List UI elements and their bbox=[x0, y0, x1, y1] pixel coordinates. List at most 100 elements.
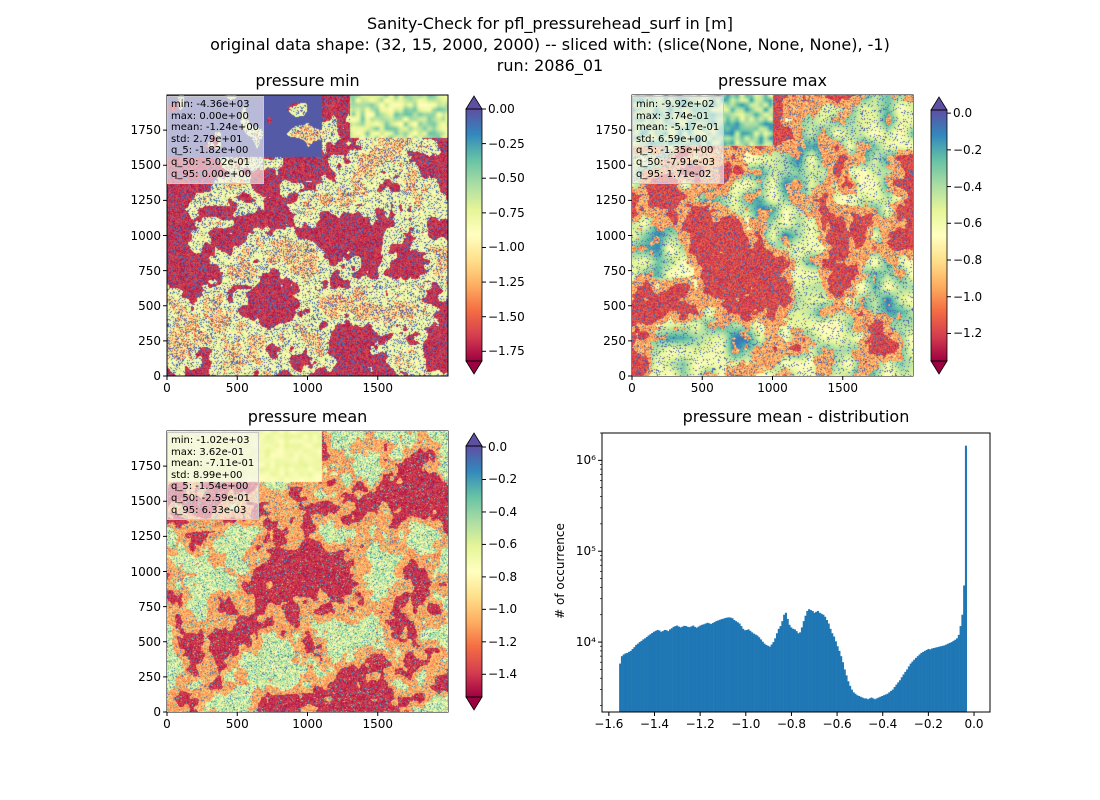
histogram-bar bbox=[820, 613, 823, 712]
histogram-bar bbox=[734, 621, 738, 712]
histogram-bar bbox=[865, 698, 868, 712]
colorbar-tick-label: −0.8 bbox=[953, 253, 983, 268]
histogram-bar bbox=[715, 621, 718, 712]
x-tick-label: 0 bbox=[628, 381, 636, 395]
histogram-bar bbox=[670, 628, 673, 712]
histogram-bar bbox=[781, 621, 784, 712]
histogram-bar bbox=[849, 685, 852, 712]
histogram-bar bbox=[701, 624, 704, 712]
stat-mean: mean: -7.11e-01 bbox=[171, 458, 255, 470]
histogram-bar bbox=[827, 623, 830, 712]
colorbar-tick-label: −1.75 bbox=[488, 344, 525, 359]
y-tick-label: 1500 bbox=[595, 158, 626, 173]
histogram-bar bbox=[952, 640, 955, 712]
histogram-bar bbox=[923, 650, 927, 712]
histogram-bar bbox=[804, 615, 807, 712]
colorbar-tick-label: −0.50 bbox=[488, 171, 525, 186]
x-tick-label: 1000 bbox=[292, 381, 323, 395]
y-tick-label: 1500 bbox=[130, 158, 161, 173]
histogram-bar bbox=[651, 632, 654, 712]
histogram-bar bbox=[761, 641, 764, 712]
histogram-bar bbox=[706, 622, 709, 712]
colorbar-tick-label: 0.0 bbox=[488, 440, 508, 455]
histogram-bar bbox=[854, 693, 857, 712]
colorbar-extend-bottom bbox=[465, 360, 483, 375]
colorbar-extend-top bbox=[465, 432, 483, 447]
histogram-bar bbox=[932, 648, 935, 712]
stat-q95: q_95: 1.71e-02 bbox=[636, 168, 712, 180]
histogram-bar bbox=[879, 696, 882, 712]
histogram-bar bbox=[850, 689, 853, 712]
histogram-bar bbox=[824, 616, 827, 712]
colorbar-tick-label: 0.0 bbox=[953, 106, 973, 121]
histogram-bar bbox=[763, 643, 766, 712]
histogram-bar bbox=[752, 633, 755, 712]
histogram-bar bbox=[808, 609, 811, 712]
histogram-bar bbox=[927, 648, 930, 712]
histogram-bar bbox=[683, 625, 686, 712]
histogram-bar bbox=[661, 631, 664, 712]
histogram-bar bbox=[717, 620, 720, 712]
stat-q95: q_95: 0.00e+00 bbox=[171, 168, 252, 180]
histogram-bar bbox=[770, 644, 773, 712]
histogram-bar bbox=[797, 633, 800, 712]
histogram-bar bbox=[809, 610, 812, 712]
histogram-bar bbox=[939, 646, 943, 712]
histogram-bar bbox=[697, 626, 700, 712]
stat-q5: q_5: -1.82e+00 bbox=[171, 145, 249, 157]
histogram-bar bbox=[628, 651, 631, 712]
panel-hist-title: pressure mean - distribution bbox=[682, 407, 910, 426]
histogram-bar bbox=[784, 612, 787, 712]
y-tick-label: 1500 bbox=[130, 494, 161, 509]
histogram-bar bbox=[947, 643, 950, 712]
histogram-bar bbox=[660, 631, 663, 712]
histogram-bar bbox=[656, 629, 659, 712]
colorbar-tick-label: −1.2 bbox=[953, 326, 983, 341]
histogram-bar bbox=[779, 626, 782, 712]
histogram-bar bbox=[922, 651, 925, 712]
histogram-bar bbox=[793, 629, 796, 712]
histogram-bar bbox=[907, 666, 910, 712]
histogram-bar bbox=[710, 624, 713, 712]
histogram-bar bbox=[897, 682, 900, 712]
stat-q50: q_50: -2.59e-01 bbox=[171, 492, 250, 504]
histogram-bar bbox=[726, 617, 729, 712]
histogram-bar bbox=[925, 649, 928, 712]
histogram-bar bbox=[724, 618, 727, 712]
histogram-bar bbox=[893, 687, 896, 712]
histogram-bar bbox=[792, 628, 795, 712]
stat-max: max: 3.74e-01 bbox=[636, 110, 710, 122]
histogram-bar bbox=[729, 617, 732, 712]
histogram-bar bbox=[877, 697, 880, 712]
histogram-bar bbox=[963, 585, 966, 712]
histogram-bar bbox=[875, 698, 878, 712]
x-tick-label: 500 bbox=[225, 381, 249, 395]
histogram-bar bbox=[738, 623, 741, 712]
histogram-bar bbox=[852, 692, 855, 712]
colorbar-extend-bottom bbox=[930, 360, 948, 375]
figure-title-line-2: original data shape: (32, 15, 2000, 2000… bbox=[210, 35, 890, 54]
histogram-bar bbox=[624, 653, 627, 712]
histogram-bar bbox=[636, 643, 640, 712]
histogram-bar bbox=[886, 693, 889, 712]
colorbar-extend-top bbox=[465, 95, 483, 110]
x-tick-label: 500 bbox=[225, 717, 249, 731]
histogram-bar bbox=[957, 634, 960, 712]
histogram-bar bbox=[898, 680, 902, 712]
histogram-bar bbox=[758, 637, 761, 712]
histogram-bar bbox=[672, 626, 675, 712]
histogram-bar bbox=[931, 648, 934, 712]
colorbar-tick-label: −0.2 bbox=[953, 142, 983, 157]
histogram-bar bbox=[649, 634, 652, 712]
histogram-bar bbox=[948, 642, 951, 712]
histogram-bar bbox=[733, 619, 736, 712]
stat-max: max: 0.00e+00 bbox=[171, 110, 249, 122]
histogram-bar bbox=[740, 626, 743, 712]
histogram-bar bbox=[642, 639, 645, 712]
histogram-bar bbox=[677, 626, 681, 712]
hist-y-tick-label: 10⁶ bbox=[575, 453, 596, 468]
histogram-bar bbox=[751, 632, 754, 712]
hist-x-tick-label: 0.0 bbox=[964, 717, 984, 731]
histogram-bar bbox=[802, 621, 805, 712]
stat-q50: q_50: -5.02e-01 bbox=[171, 156, 250, 168]
